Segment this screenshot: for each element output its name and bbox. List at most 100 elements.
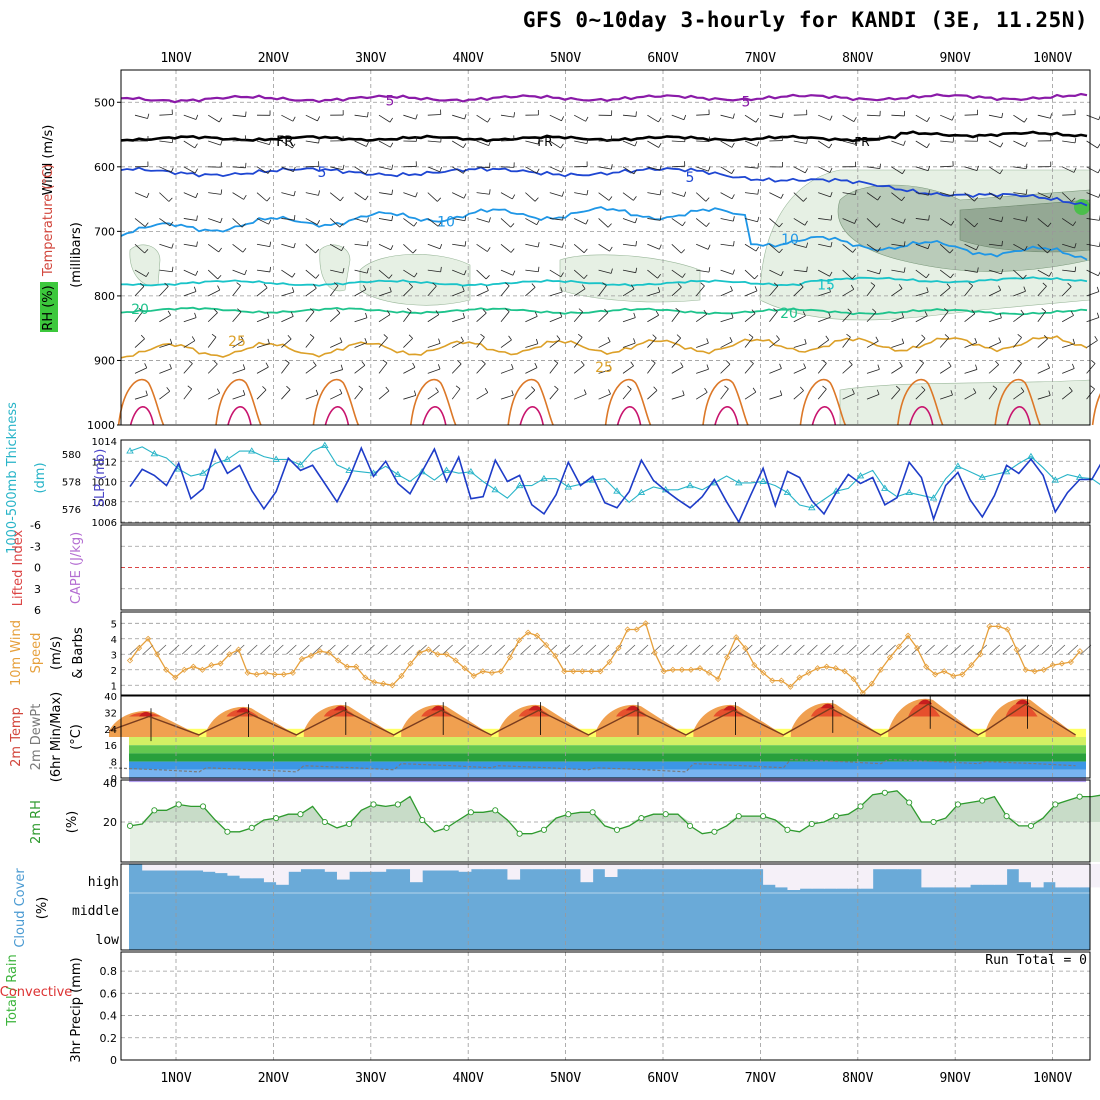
wind-barb-flag (243, 194, 247, 200)
wind-barb-flag (366, 141, 369, 147)
rh2m-marker (321, 818, 328, 826)
rh2m-marker (638, 815, 645, 822)
wind-barb (647, 192, 661, 196)
wind-barb (988, 388, 998, 400)
slp-axis-label: SLP (mb) (93, 449, 108, 508)
wind-barb (500, 285, 510, 297)
wind-barb-flag (919, 359, 924, 364)
wind-barb (1086, 317, 1100, 323)
high-cloud-gap (629, 864, 642, 870)
wind-barb-flag (263, 283, 268, 289)
wind10m-marker (742, 645, 749, 652)
wind-barb (500, 368, 514, 374)
wind-barb (793, 243, 807, 248)
wind-barb-10m (702, 644, 714, 655)
wind-barb-flag (870, 282, 876, 286)
wind-barb-flag (655, 310, 660, 316)
wind-barb-10m (833, 644, 844, 655)
wind-barb (793, 390, 804, 400)
wind-barb (403, 269, 415, 278)
wind-barb (476, 140, 489, 147)
wind-barb (866, 369, 880, 374)
wind10m-marker (751, 662, 758, 669)
wind-barb-flag (1001, 216, 1004, 222)
wind-barb (378, 166, 392, 170)
wind-barb (598, 166, 612, 170)
wind-barb (793, 166, 806, 174)
wind-barb-flag (510, 223, 515, 228)
stability-panel-frame (120, 524, 1091, 611)
slp-tick-label: 1008 (92, 498, 117, 509)
wind-barb (842, 269, 853, 280)
wind-barb-flag (729, 337, 733, 342)
wind-barb-flag (749, 359, 754, 364)
wind-barb-flag (609, 364, 612, 370)
wind10m-marker (886, 654, 894, 661)
wind10m-marker (434, 651, 441, 658)
wind-barb-flag (481, 360, 486, 365)
wind-barb (573, 243, 585, 254)
wind-barb (1062, 368, 1075, 374)
wind-barb-flag (635, 267, 638, 273)
wind-barb (891, 243, 905, 247)
wind-barb-flag (850, 284, 855, 290)
wind-barb-flag (726, 360, 731, 365)
wind-barb-flag (902, 169, 906, 174)
cloud-unit-label: (%) (35, 897, 50, 920)
wind-barb-flag (806, 266, 808, 272)
lifted-index-tick-label: 0 (34, 562, 41, 575)
wind10m-marker (561, 668, 568, 675)
wind-barb (329, 285, 339, 297)
wind-barb-flag (975, 364, 978, 370)
wind-barb-flag (773, 282, 779, 287)
contour-label: 25 (228, 334, 246, 350)
wind-barb (232, 269, 245, 276)
wind-barb-10m (781, 644, 792, 655)
wind-barb (695, 218, 707, 227)
wind-barb-flag (505, 308, 510, 312)
wind10m-marker (181, 666, 188, 673)
wind-barb (671, 269, 683, 278)
wind-barb (134, 114, 148, 119)
wind-barb-flag (561, 116, 565, 121)
wind-barb-flag (1025, 216, 1028, 222)
wind-barb-flag (1041, 308, 1046, 312)
rh2m-marker (808, 820, 815, 828)
wind-barb (281, 269, 293, 278)
wind-barb-10m (207, 644, 219, 655)
wind-barb (866, 394, 880, 400)
wind-barb (671, 394, 685, 400)
wind-barb (866, 243, 878, 252)
temp-contour-35 (909, 406, 934, 426)
day-label-top: 2NOV (258, 51, 289, 66)
wind-barb (232, 368, 246, 374)
wind-barb-flag (948, 361, 952, 367)
wind-barb (354, 317, 368, 323)
thickness-marker (783, 488, 792, 496)
wind-barb (207, 336, 217, 348)
wind-barb (159, 314, 171, 323)
wind-barb-flag (1017, 333, 1022, 338)
wind-barb-flag (318, 138, 320, 144)
wind-barb (378, 390, 390, 400)
rh2m-marker (492, 807, 499, 814)
wind-barb-10m (468, 644, 479, 655)
wind-barb (1037, 269, 1050, 277)
wind-barb (915, 362, 924, 374)
temp-contour-25 (120, 335, 1088, 359)
wind-barb (891, 342, 904, 348)
wind-barb-flag (822, 359, 827, 364)
slp-tick-label: 1012 (92, 457, 117, 468)
wind-barb (1013, 337, 1022, 348)
wind-barb-flag (559, 312, 563, 317)
wind10m-tick-label: 5 (111, 619, 117, 630)
wind-barb-flag (145, 272, 150, 277)
wind-barb-flag (363, 284, 367, 290)
wind-barb-flag (608, 196, 613, 201)
wind-barb (817, 388, 827, 400)
wind-barb (305, 311, 315, 322)
wind-barb (549, 362, 559, 374)
contour-label: 15 (817, 277, 835, 293)
wind-barb-flag (995, 360, 999, 365)
wind-barb (549, 269, 562, 278)
